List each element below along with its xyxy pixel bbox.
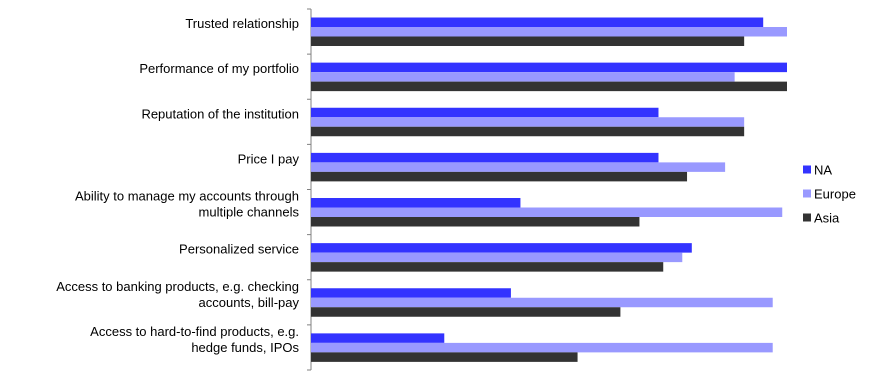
category-label: Ability to manage my accounts through mul… [75, 189, 300, 220]
category-label-line: hedge funds, IPOs [191, 340, 299, 355]
bar-asia-4 [311, 171, 688, 182]
bar-europe-4 [311, 162, 726, 172]
category-label: Access to hard-to-find products, e.g. hed… [90, 324, 299, 355]
category-label-line: Personalized service [179, 242, 299, 257]
legend-swatch-europe [803, 189, 811, 198]
bar-na-6 [311, 243, 692, 253]
category-label-line: Access to banking products, e.g. checkin… [56, 279, 299, 294]
category-label-line: Reputation of the institution [141, 106, 299, 121]
bar-na-3 [311, 107, 659, 118]
legend-label-europe: Europe [814, 187, 856, 202]
bar-europe-7 [311, 297, 773, 308]
category-labels: Trusted relationship Performance of my po… [56, 16, 299, 355]
bar-asia-2 [311, 81, 787, 92]
bar-europe-1 [311, 27, 787, 37]
category-label-line: multiple channels [199, 205, 300, 220]
bar-europe-5 [311, 207, 783, 217]
bar-na-2 [311, 62, 787, 73]
category-label-line: Access to hard-to-find products, e.g. [90, 324, 299, 339]
bar-asia-1 [311, 36, 745, 46]
category-label-line: Price I pay [238, 151, 300, 166]
category-label: Trusted relationship [185, 16, 299, 31]
bar-asia-5 [311, 217, 640, 227]
bar-europe-2 [311, 72, 735, 82]
legend-swatch-asia [803, 213, 811, 222]
category-label: Performance of my portfolio [139, 61, 299, 76]
category-label-line: accounts, bill-pay [199, 295, 300, 310]
category-label-line: Ability to manage my accounts through [75, 189, 299, 204]
category-label-line: Performance of my portfolio [139, 61, 299, 76]
bar-na-1 [311, 17, 764, 27]
bar-europe-3 [311, 117, 745, 127]
legend-label-asia: Asia [814, 211, 840, 226]
bar-asia-6 [311, 262, 664, 272]
bar-europe-8 [311, 342, 773, 353]
legend-label-na: NA [814, 163, 832, 178]
bar-na-5 [311, 198, 521, 208]
category-label: Price I pay [238, 151, 300, 166]
legend: NA Europe Asia [803, 163, 856, 226]
bar-groups [311, 17, 787, 362]
category-label-line: Trusted relationship [185, 16, 299, 31]
bar-na-4 [311, 152, 659, 163]
category-label: Personalized service [179, 242, 299, 257]
legend-swatch-na [803, 165, 811, 174]
bar-asia-8 [311, 352, 578, 362]
category-label: Reputation of the institution [141, 106, 299, 121]
bar-na-7 [311, 288, 511, 298]
bar-na-8 [311, 333, 445, 343]
bar-europe-6 [311, 252, 683, 263]
bar-asia-7 [311, 307, 621, 317]
chart-axis [307, 8, 312, 371]
bar-asia-3 [311, 126, 745, 137]
category-label: Access to banking products, e.g. checkin… [56, 279, 299, 310]
